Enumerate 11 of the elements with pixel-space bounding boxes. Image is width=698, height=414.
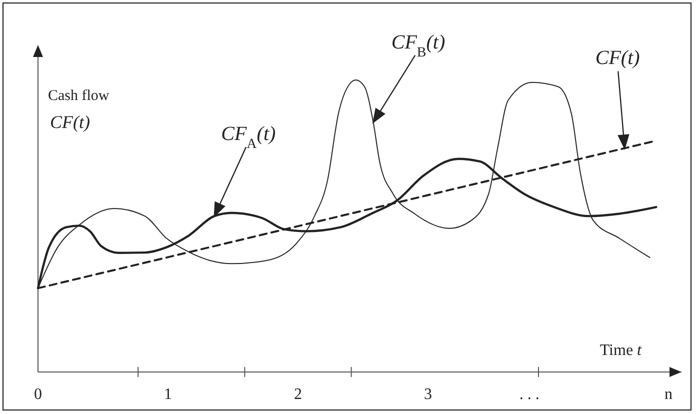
x-tick-label: 2 (294, 386, 302, 403)
text: CF$_{A}$(t) (221, 123, 276, 152)
x-tick-label: 0 (34, 386, 42, 403)
x-tick-label: 3 (424, 386, 432, 403)
x-tick-label: n (664, 386, 672, 403)
x-axis-title: Time t (600, 342, 642, 359)
series-label: CF$_{B}$(t) (391, 31, 446, 60)
x-tick-label: . . . (519, 386, 540, 403)
x-tick-label: 1 (164, 386, 172, 403)
text: CF(t) (595, 47, 640, 70)
y-axis-title: Cash flow CF(t) (48, 88, 110, 132)
